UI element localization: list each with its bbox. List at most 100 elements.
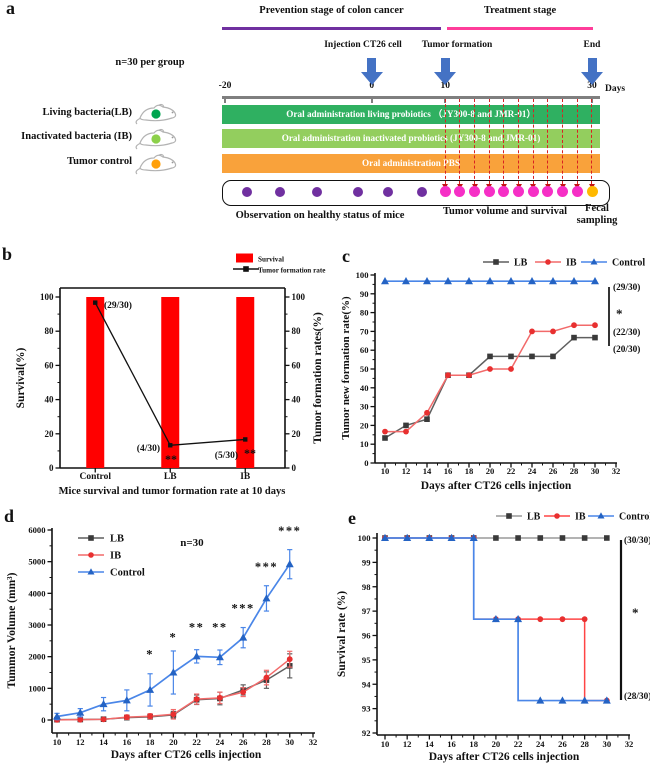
mouse-icon	[135, 151, 180, 180]
svg-text:***: ***	[232, 601, 255, 615]
group-label-ib: Inactivated bacteria (IB)	[21, 131, 132, 142]
svg-text:18: 18	[465, 466, 474, 476]
svg-text:24: 24	[216, 737, 225, 747]
sampling-dot	[498, 186, 510, 197]
svg-text:n=30: n=30	[180, 537, 204, 549]
svg-text:24: 24	[528, 466, 537, 476]
svg-text:*: *	[616, 306, 623, 321]
svg-text:**: **	[244, 446, 256, 460]
group-label-control: Tumor control	[67, 156, 132, 167]
event-arrow-icon	[587, 58, 597, 72]
panel-label-e: e	[348, 508, 356, 528]
sampling-timeline-box	[222, 180, 610, 206]
svg-text:Tumor formation rates(%): Tumor formation rates(%)	[312, 312, 324, 444]
svg-text:LB: LB	[164, 472, 177, 482]
svg-text:IB: IB	[110, 551, 121, 562]
tumor-volume-label: Tumor volume and survival	[443, 206, 567, 217]
svg-text:**: **	[189, 620, 205, 634]
sampling-dot	[557, 186, 569, 197]
svg-text:16: 16	[447, 739, 456, 749]
svg-text:(20/30): (20/30)	[613, 344, 640, 355]
svg-text:12: 12	[403, 739, 412, 749]
svg-text:40: 40	[45, 395, 55, 405]
sampling-dot	[439, 186, 451, 197]
sampling-dashed-line	[517, 99, 519, 184]
svg-text:4000: 4000	[28, 588, 45, 598]
svg-text:0: 0	[41, 715, 45, 725]
event-end-label: End	[583, 40, 601, 50]
svg-text:IB: IB	[566, 258, 577, 269]
timeline-tick	[224, 96, 226, 103]
svg-text:Tummor Volume (mm³): Tummor Volume (mm³)	[6, 572, 18, 688]
stage-treatment-line	[447, 27, 593, 30]
sampling-dashed-line	[576, 99, 578, 184]
event-tumor-formation-label: Tumor formation	[421, 40, 493, 50]
svg-text:26: 26	[549, 466, 558, 476]
observation-dot	[417, 187, 427, 197]
treatment-bar-control: Oral administration PBS	[222, 154, 600, 173]
svg-text:100: 100	[292, 292, 306, 302]
stage-prevention-title: Prevention stage of colon cancer	[259, 5, 404, 16]
svg-text:28: 28	[262, 737, 271, 747]
svg-text:90: 90	[360, 289, 369, 299]
svg-text:18: 18	[469, 739, 478, 749]
svg-text:50: 50	[360, 364, 369, 374]
timeline-tick	[370, 96, 373, 103]
chart-survival-rate: 10 12 14 16 18 20 22 24 26 28 30 32 92 93 94 95 96 97 98 99…	[336, 512, 650, 764]
fecal-sampling-dot	[586, 186, 598, 197]
svg-text:*: *	[169, 630, 177, 644]
svg-text:(22/30): (22/30)	[613, 327, 640, 338]
svg-text:12: 12	[402, 466, 411, 476]
panel-label-a: a	[6, 0, 15, 18]
svg-text:0: 0	[292, 463, 297, 473]
svg-text:20: 20	[45, 429, 55, 439]
svg-text:1000: 1000	[28, 683, 45, 693]
svg-text:95: 95	[362, 655, 371, 665]
timeline-unit-label: Days	[605, 84, 626, 94]
svg-text:Mice survival and tumor format: Mice survival and tumor formation rate a…	[59, 486, 286, 497]
svg-text:26: 26	[558, 739, 567, 749]
svg-text:Tumor formation rate: Tumor formation rate	[258, 267, 325, 275]
svg-text:16: 16	[444, 466, 453, 476]
sampling-dot	[469, 186, 481, 197]
event-arrow-icon	[440, 58, 450, 72]
svg-text:10: 10	[360, 439, 369, 449]
svg-text:Days after CT26 cells injectio: Days after CT26 cells injection	[111, 749, 262, 761]
svg-text:(4/30): (4/30)	[137, 443, 160, 454]
svg-text:Control: Control	[80, 472, 112, 482]
svg-text:Days after CT26 cells injectio: Days after CT26 cells injection	[421, 480, 572, 492]
svg-text:Survival(%): Survival(%)	[15, 347, 27, 408]
svg-text:60: 60	[292, 360, 302, 370]
event-arrow-icon	[581, 72, 603, 85]
svg-text:14: 14	[423, 466, 432, 476]
sampling-dashed-line	[488, 99, 490, 184]
timeline-day-label: 0	[369, 81, 375, 91]
svg-text:16: 16	[123, 737, 132, 747]
svg-text:80: 80	[292, 326, 302, 336]
svg-text:28: 28	[580, 739, 589, 749]
svg-text:22: 22	[192, 737, 201, 747]
event-arrow-icon	[367, 58, 377, 72]
svg-text:14: 14	[425, 739, 434, 749]
svg-text:LB: LB	[110, 534, 124, 545]
timeline-day-label: 10	[440, 81, 450, 91]
timeline-day-label: -20	[218, 81, 232, 91]
svg-text:*: *	[632, 605, 639, 620]
svg-text:6000: 6000	[28, 525, 45, 535]
panel-a-study-design: a Prevention stage of colon cancer Treat…	[0, 0, 650, 240]
svg-text:Days after CT26 cells injectio: Days after CT26 cells injection	[429, 751, 580, 763]
svg-text:96: 96	[362, 631, 371, 641]
svg-text:(30/30): (30/30)	[624, 535, 650, 546]
svg-text:**: **	[165, 452, 177, 466]
svg-text:32: 32	[309, 737, 318, 747]
group-label-lb: Living bacteria(LB)	[42, 107, 132, 118]
svg-text:0: 0	[49, 463, 54, 473]
svg-text:Control: Control	[619, 512, 650, 523]
svg-text:32: 32	[612, 466, 621, 476]
svg-text:18: 18	[146, 737, 155, 747]
sampling-dot	[483, 186, 495, 197]
svg-text:**: **	[212, 620, 228, 634]
svg-text:60: 60	[360, 345, 369, 355]
svg-text:30: 30	[603, 739, 612, 749]
